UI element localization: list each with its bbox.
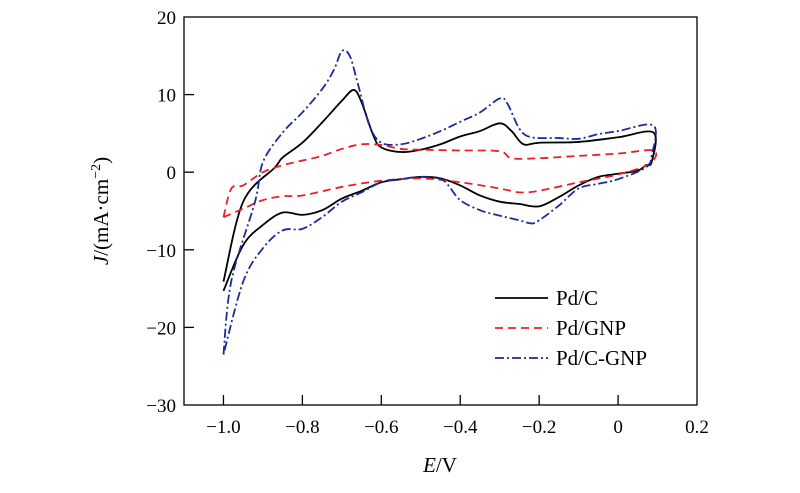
- plot-frame: [183, 16, 698, 406]
- x-tick-label: 0: [613, 417, 623, 438]
- y-tick-label: −20: [146, 318, 176, 339]
- legend-label: Pd/GNP: [556, 316, 626, 340]
- y-axis-title: J/(mA·cm−2): [89, 157, 113, 265]
- y-tick-label: 0: [167, 163, 177, 184]
- x-axis-ticks: −1.0 −0.8 −0.6 −0.4 −0.2 0 0.2: [206, 395, 709, 438]
- x-tick-label: 0.2: [685, 417, 709, 438]
- x-tick-label: −0.8: [285, 417, 319, 438]
- y-tick-label: −30: [146, 396, 176, 417]
- series-group: [222, 49, 658, 355]
- legend-label: Pd/C: [556, 286, 598, 310]
- series-line-pd-gnp: [222, 143, 658, 219]
- y-tick-label: 10: [157, 86, 176, 107]
- y-tick-label: 20: [157, 8, 176, 29]
- x-tick-label: −0.6: [364, 417, 398, 438]
- series-line-pd-c: [222, 89, 657, 292]
- x-tick-label: −1.0: [206, 417, 240, 438]
- legend-label: Pd/C-GNP: [556, 346, 647, 370]
- y-axis-ticks: 20 10 0 −10 −20 −30: [146, 8, 194, 417]
- legend: Pd/C Pd/GNP Pd/C-GNP: [495, 286, 647, 370]
- x-axis-title: E/V: [422, 453, 457, 477]
- x-tick-label: −0.2: [522, 417, 556, 438]
- x-tick-label: −0.4: [443, 417, 478, 438]
- y-tick-label: −10: [146, 241, 176, 262]
- series-line-pd-c-gnp: [222, 49, 657, 355]
